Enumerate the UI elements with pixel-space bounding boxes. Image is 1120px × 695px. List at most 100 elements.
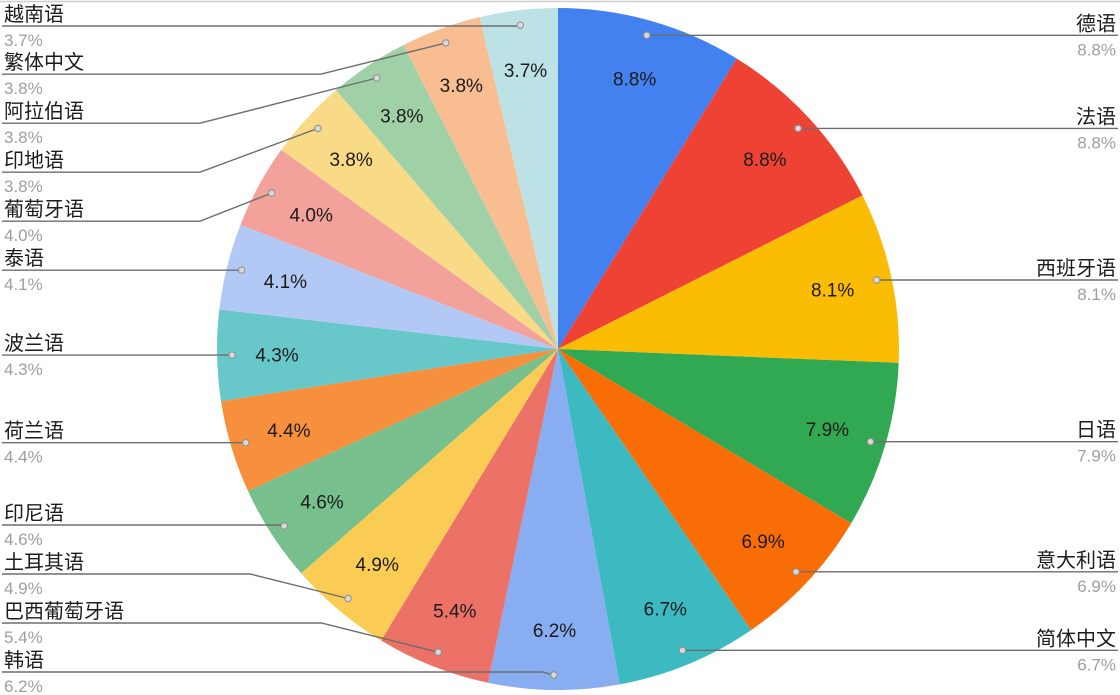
- slice-percent-outer: 4.6%: [4, 530, 43, 549]
- callout-line: [2, 192, 272, 222]
- slice-label: 葡萄牙语: [4, 198, 84, 221]
- callout-marker: [516, 21, 524, 29]
- slice-percent-outer: 6.2%: [4, 677, 43, 695]
- slice-percent-outer: 4.9%: [4, 579, 43, 598]
- slice-percent-outer: 8.8%: [1077, 40, 1116, 59]
- pie-slice[interactable]: [558, 7, 737, 349]
- callout-line: [2, 573, 349, 600]
- slice-label: 繁体中文: [4, 51, 84, 74]
- callout-line: [2, 671, 555, 676]
- callout-line: [2, 24, 521, 27]
- slice-percent-outer: 3.8%: [4, 128, 43, 147]
- pie-slice[interactable]: [281, 90, 558, 349]
- callout-marker: [643, 31, 651, 39]
- pie-slice[interactable]: [479, 7, 558, 349]
- slice-percent-outer: 8.8%: [1077, 133, 1116, 152]
- slice-label: 德语: [1076, 12, 1116, 35]
- callout-marker: [866, 438, 875, 446]
- callout-marker: [442, 39, 450, 47]
- slice-percent-inner: 8.1%: [811, 281, 854, 302]
- callout-marker: [373, 74, 381, 82]
- pie-slice[interactable]: [221, 349, 558, 491]
- callout-line: [2, 42, 447, 75]
- slice-label: 意大利语: [1036, 549, 1116, 572]
- slice-percent-outer: 8.1%: [1077, 285, 1116, 304]
- slice-percent-outer: 3.8%: [4, 177, 43, 196]
- callout-marker: [872, 276, 881, 284]
- slice-percent-inner: 8.8%: [613, 70, 656, 91]
- pie-slice[interactable]: [558, 58, 863, 349]
- slice-percent-outer: 5.4%: [4, 628, 43, 647]
- callout-line: [2, 524, 285, 527]
- slice-label: 简体中文: [1036, 627, 1116, 650]
- slice-percent-inner: 4.6%: [300, 493, 343, 514]
- pie-slice[interactable]: [558, 349, 852, 631]
- callout-marker: [314, 124, 322, 133]
- callout-line: [2, 622, 439, 653]
- pie-slice[interactable]: [336, 45, 558, 349]
- slice-label: 印地语: [4, 149, 64, 172]
- slice-percent-inner: 6.2%: [533, 621, 576, 642]
- callout-marker: [678, 646, 687, 654]
- slice-label: 土耳其语: [4, 551, 84, 574]
- slice-percent-inner: 4.9%: [356, 555, 399, 576]
- slice-percent-outer: 6.9%: [1077, 577, 1116, 596]
- slice-label: 波兰语: [4, 332, 64, 355]
- pie-slice[interactable]: [301, 349, 558, 641]
- slice-percent-inner: 4.0%: [290, 206, 333, 227]
- pie-slice[interactable]: [219, 224, 559, 349]
- callout-marker: [792, 568, 800, 576]
- slice-label: 荷兰语: [4, 420, 64, 443]
- pie-slices-group: [216, 7, 899, 691]
- slice-label: 法语: [1076, 105, 1116, 128]
- callout-marker: [280, 522, 288, 530]
- slice-label: 日语: [1076, 419, 1116, 442]
- slice-percent-inner: 4.1%: [264, 272, 307, 293]
- slice-percent-outer: 6.7%: [1077, 655, 1116, 674]
- callout-marker: [794, 124, 802, 133]
- slice-percent-inner: 5.4%: [433, 601, 476, 622]
- slice-percent-inner: 3.8%: [380, 106, 423, 127]
- callout-marker: [434, 648, 442, 656]
- slice-percent-inner: 3.7%: [504, 61, 547, 82]
- slice-percent-outer: 3.7%: [4, 31, 43, 50]
- pie-slice[interactable]: [487, 349, 620, 691]
- callout-marker: [344, 594, 352, 603]
- pie-slice[interactable]: [381, 349, 558, 683]
- slice-percent-outer: 4.3%: [4, 360, 43, 379]
- callout-marker: [228, 351, 236, 359]
- labels-group: 8.8% 8.8% 8.1% 7.9% 6.9% 6.7% 6.2% 5.4% 4.9% 4.6%…: [4, 3, 1116, 695]
- callout-marker: [550, 671, 558, 679]
- pie-slice[interactable]: [216, 309, 558, 402]
- slice-percent-outer: 3.8%: [4, 79, 43, 98]
- slice-percent-outer: 7.9%: [1077, 447, 1116, 466]
- callout-marker: [268, 189, 276, 197]
- slice-percent-inner: 6.9%: [741, 532, 784, 553]
- slice-percent-inner: 3.8%: [329, 150, 372, 171]
- slice-label: 印尼语: [4, 502, 64, 525]
- callout-line: [2, 127, 319, 173]
- slice-percent-inner: 7.9%: [806, 420, 849, 441]
- slice-percent-inner: 3.8%: [440, 76, 483, 97]
- pie-slice[interactable]: [558, 349, 752, 685]
- slice-percent-outer: 4.1%: [4, 275, 43, 294]
- pie-slice[interactable]: [558, 349, 899, 524]
- slice-percent-inner: 6.7%: [644, 600, 687, 621]
- slice-label: 西班牙语: [1036, 257, 1116, 280]
- callout-marker: [242, 439, 250, 447]
- callout-marker: [238, 266, 246, 274]
- slice-percent-inner: 4.3%: [255, 345, 298, 366]
- pie-slice[interactable]: [558, 195, 899, 363]
- slice-percent-inner: 4.4%: [267, 421, 310, 442]
- pie-slice[interactable]: [248, 349, 558, 574]
- slice-label: 阿拉伯语: [4, 100, 84, 123]
- pie-slice[interactable]: [403, 17, 559, 349]
- slice-label: 巴西葡萄牙语: [4, 600, 124, 623]
- slice-percent-inner: 8.8%: [743, 150, 786, 171]
- slice-label: 越南语: [4, 3, 64, 26]
- slice-percent-outer: 4.0%: [4, 226, 43, 245]
- slice-label: 泰语: [4, 247, 44, 270]
- callout-lines-group: [2, 21, 1118, 679]
- pie-slice[interactable]: [240, 149, 559, 349]
